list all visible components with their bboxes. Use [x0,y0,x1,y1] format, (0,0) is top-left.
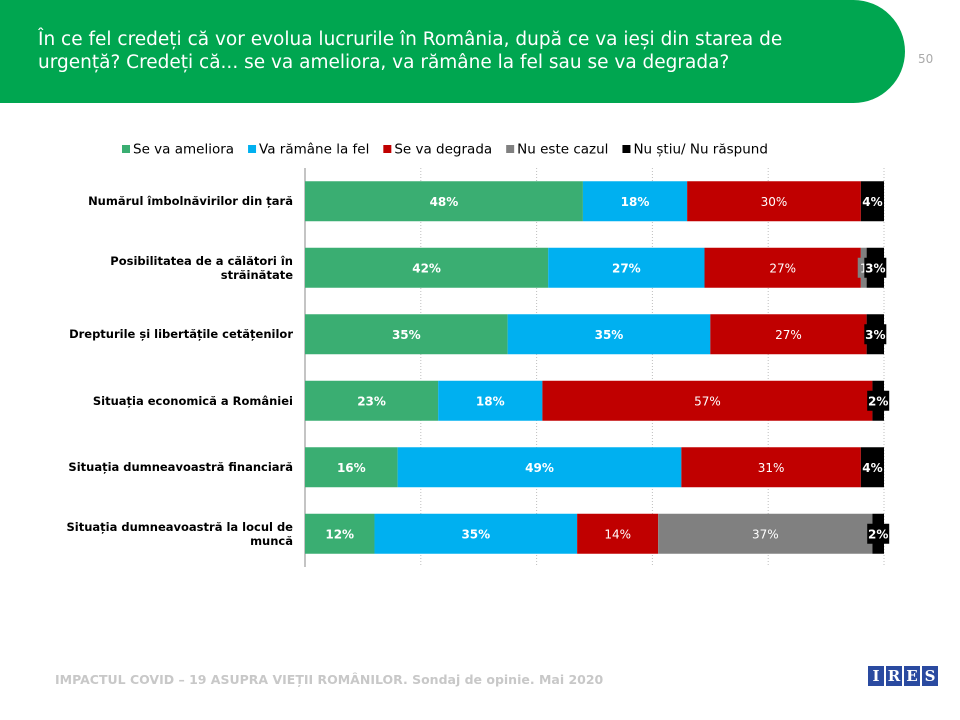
legend-label: Nu știu/ Nu răspund [633,142,767,158]
data-label: 1 [860,261,868,275]
data-label: 12% [325,527,354,541]
data-label: 48% [430,195,459,209]
bar-segment [681,447,861,488]
data-label: 27% [612,261,641,275]
label-box [861,457,884,478]
bar-segment [397,447,682,488]
data-label: 4% [862,461,882,475]
category-label: Situația dumneavoastră la locul de muncă [66,519,294,548]
category-label: Situația dumneavoastră financiară [68,460,293,475]
header-band: În ce fel credeți că vor evolua lucruril… [0,0,905,103]
category-label: Situația economică a României [92,393,293,408]
data-label: 18% [621,195,650,209]
bar-segment [658,513,873,554]
bar-segment [305,513,375,554]
data-label: 27% [769,261,796,275]
data-label: 35% [461,527,490,541]
data-label: 14% [604,527,631,541]
bar-segment [305,380,439,421]
bar-segment [305,447,398,488]
category-label: Numărul îmbolnăvirilor din țară [88,194,293,209]
legend-swatch [248,145,257,153]
bar-segment [542,380,873,421]
data-label: 57% [694,394,721,408]
data-label: 30% [761,195,788,209]
data-label: 16% [337,461,366,475]
legend-label: Nu este cazul [517,142,608,158]
page-number: 50 [918,52,934,66]
bar-segment [305,314,508,355]
data-label: 31% [758,461,785,475]
logo-letter: R [886,666,902,686]
logo-letter: E [904,666,920,686]
bar-segment [438,380,543,421]
footer-source: IMPACTUL COVID – 19 ASUPRA VIEȚII ROMÂNI… [55,672,604,687]
legend-swatch [122,145,130,153]
data-label: 2% [868,527,888,541]
label-box [867,523,890,544]
data-label: 49% [525,461,554,475]
legend-label: Va rămâne la fel [259,142,369,158]
slide-title: În ce fel credeți că vor evolua lucruril… [38,29,783,73]
bar-segment [710,314,867,355]
label-box [864,257,887,278]
data-label: 35% [392,328,421,342]
logo-letter: S [922,666,938,686]
legend-swatch [506,145,515,153]
legend-swatch [622,145,631,153]
label-box [864,324,887,345]
bar-segment [548,247,705,288]
bar-segment [704,247,861,288]
category-label: Drepturile și libertățile cetățenilor [69,327,293,342]
category-label: Posibilitatea de a călători în străinăta… [110,253,293,282]
data-label: 27% [775,328,802,342]
data-label: 2% [868,394,888,408]
data-label: 35% [595,328,624,342]
legend-label: Se va ameliora [133,142,234,158]
data-label: 18% [476,394,505,408]
data-label: 23% [357,394,386,408]
bar-segment [305,181,583,222]
data-label: 3% [865,261,885,275]
data-label: 37% [752,527,779,541]
bar-segment [507,314,711,355]
data-label: 42% [412,261,441,275]
data-label: 4% [862,195,882,209]
bar-segment [577,513,659,554]
logo-letter: I [868,666,884,686]
bar-segment [687,181,861,222]
bar-segment [582,181,688,222]
bar-segment [305,247,549,288]
label-box [867,390,890,411]
bar-segment [374,513,578,554]
label-box [861,191,884,212]
data-label: 3% [865,328,885,342]
legend-swatch [383,145,392,153]
legend-label: Se va degrada [394,142,492,158]
